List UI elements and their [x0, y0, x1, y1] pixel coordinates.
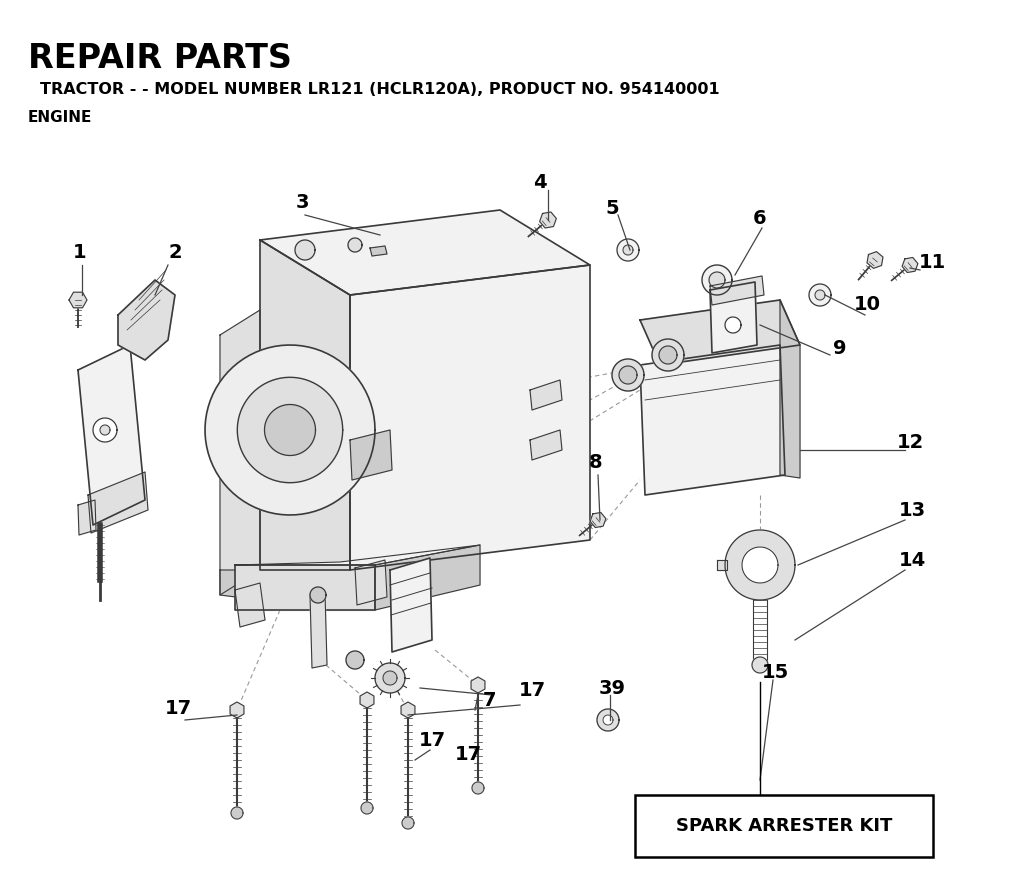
Polygon shape: [100, 425, 110, 435]
Text: TRACTOR - - MODEL NUMBER LR121 (HCLR120A), PRODUCT NO. 954140001: TRACTOR - - MODEL NUMBER LR121 (HCLR120A…: [40, 82, 720, 97]
Polygon shape: [361, 802, 373, 814]
Polygon shape: [702, 265, 732, 295]
Text: ENGINE: ENGINE: [28, 110, 92, 125]
Text: 4: 4: [534, 173, 547, 193]
Text: 6: 6: [754, 209, 767, 228]
Polygon shape: [725, 530, 795, 600]
Polygon shape: [234, 545, 480, 565]
Bar: [635, 795, 933, 857]
Text: 17: 17: [455, 746, 481, 765]
Text: SPARK ARRESTER KIT: SPARK ARRESTER KIT: [676, 817, 892, 835]
Polygon shape: [652, 339, 684, 371]
Text: 8: 8: [589, 453, 603, 471]
Polygon shape: [234, 565, 375, 610]
Polygon shape: [350, 430, 392, 480]
Text: 1: 1: [73, 244, 87, 262]
Polygon shape: [295, 240, 315, 260]
Polygon shape: [360, 692, 374, 708]
Polygon shape: [390, 558, 432, 652]
Polygon shape: [310, 587, 326, 603]
Polygon shape: [88, 472, 148, 533]
Polygon shape: [260, 210, 590, 295]
Polygon shape: [310, 592, 327, 668]
Polygon shape: [78, 500, 96, 535]
Text: 17: 17: [518, 680, 546, 700]
Polygon shape: [348, 238, 362, 252]
Polygon shape: [617, 239, 639, 261]
Polygon shape: [709, 272, 725, 288]
Polygon shape: [540, 212, 556, 228]
Polygon shape: [725, 317, 741, 333]
Polygon shape: [375, 663, 406, 693]
Text: 14: 14: [898, 550, 926, 570]
Text: 3: 3: [295, 193, 309, 212]
Polygon shape: [260, 240, 350, 570]
Polygon shape: [530, 380, 562, 410]
Polygon shape: [401, 702, 415, 718]
Polygon shape: [815, 290, 825, 300]
Polygon shape: [640, 345, 785, 495]
Polygon shape: [623, 245, 633, 255]
Polygon shape: [69, 292, 87, 308]
Polygon shape: [640, 300, 800, 365]
Text: 11: 11: [919, 252, 945, 271]
Polygon shape: [780, 300, 800, 478]
Polygon shape: [717, 560, 727, 570]
Text: 2: 2: [168, 244, 182, 262]
Polygon shape: [370, 246, 387, 256]
Polygon shape: [350, 265, 590, 570]
Polygon shape: [809, 284, 831, 306]
Text: 17: 17: [165, 699, 191, 717]
Polygon shape: [752, 657, 768, 673]
Text: 5: 5: [605, 198, 618, 218]
Polygon shape: [402, 817, 414, 829]
Polygon shape: [659, 346, 677, 364]
Polygon shape: [471, 677, 485, 693]
Polygon shape: [220, 310, 260, 595]
Text: 9: 9: [834, 339, 847, 357]
Polygon shape: [472, 782, 484, 794]
Polygon shape: [238, 377, 343, 483]
Polygon shape: [118, 280, 175, 360]
Polygon shape: [710, 282, 757, 353]
Polygon shape: [220, 570, 260, 600]
Polygon shape: [234, 583, 265, 627]
Polygon shape: [710, 276, 764, 305]
Text: REPAIR PARTS: REPAIR PARTS: [28, 42, 292, 75]
Text: 39: 39: [598, 678, 626, 698]
Polygon shape: [346, 651, 364, 669]
Polygon shape: [231, 807, 243, 819]
Text: 17: 17: [419, 731, 445, 749]
Polygon shape: [383, 671, 397, 685]
Text: 12: 12: [896, 434, 924, 453]
Polygon shape: [902, 258, 918, 273]
Polygon shape: [603, 715, 613, 725]
Polygon shape: [530, 430, 562, 460]
Polygon shape: [742, 547, 778, 583]
Polygon shape: [375, 545, 480, 610]
Polygon shape: [355, 560, 387, 605]
Polygon shape: [618, 366, 637, 384]
Text: 7: 7: [483, 691, 497, 709]
Polygon shape: [93, 418, 117, 442]
Polygon shape: [597, 709, 618, 731]
Text: 13: 13: [898, 501, 926, 519]
Polygon shape: [205, 345, 375, 515]
Text: 10: 10: [853, 295, 881, 315]
Polygon shape: [230, 702, 244, 718]
Polygon shape: [78, 345, 145, 525]
Polygon shape: [612, 359, 644, 391]
Text: 15: 15: [762, 662, 788, 682]
Polygon shape: [867, 252, 883, 268]
Polygon shape: [590, 512, 606, 527]
Polygon shape: [264, 404, 315, 455]
